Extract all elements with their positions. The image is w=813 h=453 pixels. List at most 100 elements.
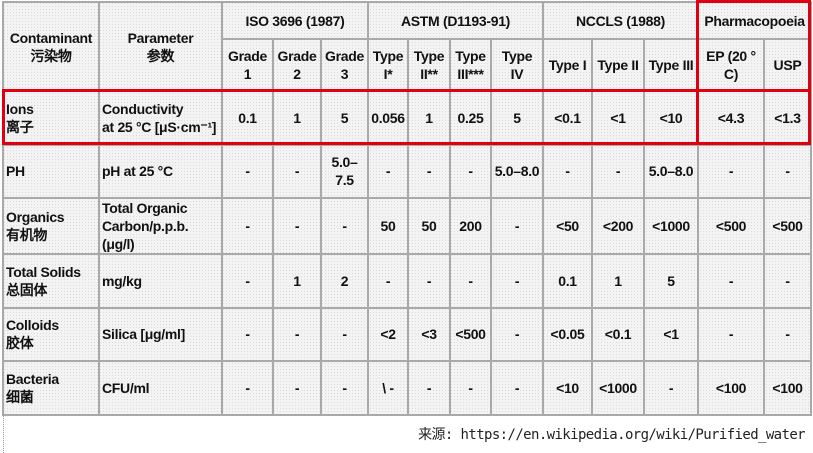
value-cell: - [221,197,274,255]
parameter-cell: mg/kg [98,253,223,309]
value-cell: <50 [542,197,593,255]
cell-text: 胶体 [6,335,34,352]
value-cell: - [272,197,322,255]
value-cell: - [320,197,369,255]
header-parameter: Parameter 参数 [98,1,223,92]
contaminant-cell: Bacteria 细菌 [2,360,100,416]
header-text: 污染物 [30,47,72,64]
value-cell: 50 [407,197,451,255]
table-row: Bacteria 细菌 CFU/ml - - - \ - - - - <10 <1000- <100 <1… [2,360,812,416]
contaminant-cell: Total Solids 总固体 [2,253,100,309]
value-cell: <4.3 [697,90,765,146]
water-purity-table: Contaminant 污染物 Parameter 参数 ISO 3696 (1987)… [2,1,812,416]
cell-text: Grade [228,48,267,64]
value-cell: 5 [643,253,699,309]
value-cell: 5 [490,90,544,146]
header-text: Parameter [127,29,194,46]
source-caption: 来源: https://en.wikipedia.org/wiki/Purifi… [418,427,806,443]
divider [3,412,4,453]
cell-text: Type III [648,57,694,73]
value-cell: <2 [367,306,409,362]
contaminant-cell: PH [2,143,100,199]
value-cell: <0.1 [591,306,645,362]
value-cell: - [407,253,451,309]
value-cell: - [763,306,812,362]
header-column: USP [763,38,812,92]
value-cell: - [320,306,369,362]
header-contaminant: Contaminant 污染物 [2,1,100,92]
value-cell: <0.1 [542,90,593,146]
value-cell: - [763,143,812,199]
cell-text: USP [773,57,802,73]
value-cell: - [221,306,274,362]
value-cell: - [490,306,544,362]
value-cell: - [221,253,274,309]
value-cell: \ - [367,360,409,416]
table-row: Organics 有机物 Total Organic Carbon/p.p.b.(μg… [2,197,812,255]
cell-text: III*** [457,66,484,82]
value-cell: - [272,306,322,362]
header-column: Type III*** [449,38,492,92]
value-cell: 5.0–8.0 [643,143,699,199]
header-column: Grade 1 [221,38,274,92]
cell-text: Type II [597,57,639,73]
header-group: ISO 3696 (1987) [221,1,369,40]
value-cell: <1.3 [763,90,812,146]
contaminant-cell: Ions 离子 [2,90,100,146]
cell-text: Conductivity [102,100,184,117]
cell-text: Organics [6,209,65,225]
cell-text: C) [723,66,739,82]
header-column: Type I [542,38,593,92]
value-cell: - [449,143,492,199]
value-cell: 50 [367,197,409,255]
value-cell: - [221,360,274,416]
value-cell: - [697,253,765,309]
cell-text: mg/kg [102,272,142,289]
value-cell: 0.25 [449,90,492,146]
table-row: Ions 离子 Conductivity at 25 °C [μS·cm⁻¹] 0.1 1… [2,90,812,146]
cell-text: I* [383,66,393,82]
cell-text: Type [413,48,445,64]
cell-text: EP (20 ° [706,48,756,64]
value-cell: <100 [763,360,812,416]
cell-text: 总固体 [6,281,48,298]
value-cell: 5.0–7.5 [320,143,369,199]
value-cell: <500 [449,306,492,362]
value-cell: 1 [407,90,451,146]
header-text: 参数 [146,47,175,64]
table-row: PH pH at 25 °C - -5.0–7.5- - -5.0–8.0- -5.0–8.… [2,143,812,199]
value-cell: <3 [407,306,451,362]
value-cell: <1 [643,306,699,362]
contaminant-cell: Colloids 胶体 [2,306,100,362]
cell-text: Total Solids [6,263,81,280]
value-cell: 5.0–8.0 [490,143,544,199]
value-cell: - [490,197,544,255]
value-cell: - [367,143,409,199]
header-group: NCCLS (1988) [542,1,699,40]
value-cell: <1000 [591,360,645,416]
value-cell: <0.05 [542,306,593,362]
header-column: Type IV [490,38,544,92]
value-cell: - [490,360,544,416]
cell-text: Type [372,48,404,64]
parameter-cell: CFU/ml [98,360,223,416]
cell-text: Silica [μg/ml] [102,326,185,343]
header-column: Type II** [407,38,451,92]
value-cell: 1 [272,90,322,146]
cell-text: at 25 °C [μS·cm⁻¹] [102,118,217,135]
value-cell: - [221,143,274,199]
value-cell: - [697,143,765,199]
value-cell: 0.1 [221,90,274,146]
cell-text: Type [455,48,486,64]
cell-text: Grade [277,48,317,64]
value-cell: - [320,360,369,416]
value-cell: 0.056 [367,90,409,146]
value-cell: <100 [697,360,765,416]
cell-text: Carbon/p.p.b.(μg/l) [102,218,189,252]
cell-text: pH at 25 °C [102,163,173,180]
value-cell: - [407,360,451,416]
cell-text: 有机物 [6,227,48,243]
cell-text: Total Organic [102,200,188,216]
value-cell: - [763,253,812,309]
value-cell: <500 [763,197,812,255]
